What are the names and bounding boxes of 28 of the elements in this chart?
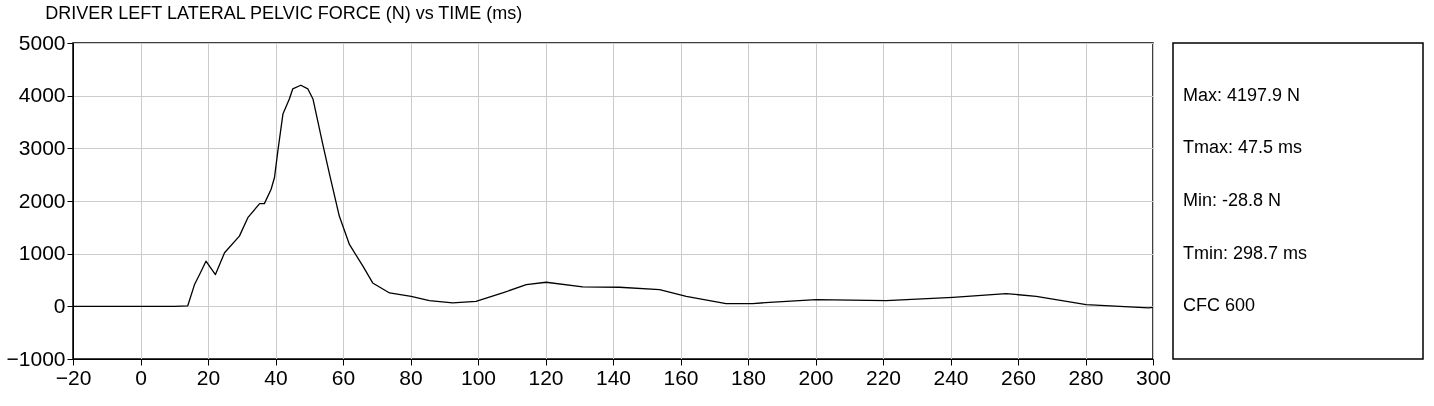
x-tick-label: 40 [264,365,288,389]
x-tick-label: 300 [1135,365,1172,389]
text: CFC 600 [1183,295,1256,316]
x-tick-label: 80 [399,365,423,389]
x-tick-label: 120 [528,365,564,389]
x-tick-label: 260 [1000,365,1037,389]
text: Tmax: 47.5 ms [1183,137,1303,158]
x-tick-label: 200 [798,365,834,389]
chart-title: DRIVER LEFT LATERAL PELVIC FORCE (N) vs TIME (ms) [45,3,523,24]
x-tick-label: 100 [460,365,497,389]
text: Max: 4197.9 N [1183,84,1301,105]
x-tick-label: 180 [730,365,767,389]
y-tick-label: 3000 [18,135,66,159]
x-tick-label: 60 [331,365,356,389]
x-tick-label: 280 [1068,365,1104,389]
y-tick-label: 5000 [18,30,66,54]
x-tick-label: 140 [595,365,632,389]
x-tick-label: 20 [196,365,221,389]
y-tick-label: 1000 [18,241,66,265]
y-tick-label: 4000 [18,83,66,107]
x-tick-label: 160 [663,365,699,389]
text: Tmin: 298.7 ms [1183,242,1308,263]
x-tick-label: 0 [135,365,147,389]
text: Min: -28.8 N [1183,190,1282,210]
x-tick-label: 220 [865,365,902,389]
y-tick-label: 0 [53,293,66,317]
x-tick-label: 240 [933,365,969,389]
y-tick-label: 2000 [18,188,66,212]
